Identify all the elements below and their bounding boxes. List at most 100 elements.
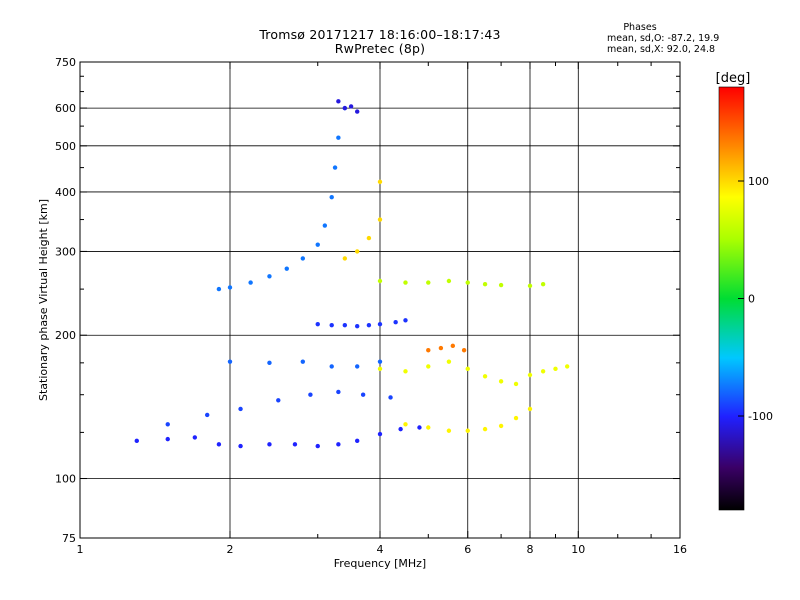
data-point xyxy=(527,372,533,378)
data-point xyxy=(540,282,546,287)
data-point xyxy=(342,322,348,328)
y-tick-label: 200 xyxy=(55,329,76,342)
colorbar-unit-label: [deg] xyxy=(716,71,751,86)
data-point xyxy=(165,422,170,427)
data-point xyxy=(366,235,372,241)
y-tick-label: 600 xyxy=(55,102,76,115)
data-point xyxy=(465,280,470,285)
data-point xyxy=(284,266,289,271)
data-point xyxy=(403,318,408,323)
y-axis-label: Stationary phase Virtual Height [km] xyxy=(37,199,50,401)
data-point xyxy=(248,280,253,285)
data-point xyxy=(446,428,452,433)
data-point xyxy=(308,392,313,397)
data-point xyxy=(498,379,504,384)
data-point xyxy=(498,282,504,288)
data-point xyxy=(292,442,298,447)
data-point xyxy=(513,415,519,421)
colorbar-tick-label: -100 xyxy=(748,410,773,423)
data-point xyxy=(377,359,383,364)
data-point xyxy=(238,406,243,412)
x-tick-label: 10 xyxy=(571,543,585,556)
data-point xyxy=(342,105,348,111)
colorbar-tick-label: 100 xyxy=(748,175,769,188)
data-point xyxy=(329,322,334,328)
y-axis: 75 100 200 300 400 500 600 750 xyxy=(55,56,680,545)
data-point xyxy=(300,359,306,364)
data-point xyxy=(377,366,383,372)
y-tick-label: 750 xyxy=(55,56,76,69)
x-tick-label: 6 xyxy=(464,543,471,556)
data-point xyxy=(366,322,372,328)
data-point xyxy=(238,443,243,449)
data-point xyxy=(540,369,546,374)
data-point xyxy=(403,369,408,374)
data-points xyxy=(134,99,570,449)
data-point xyxy=(446,278,452,284)
chart-subtitle: RwPretec (8p) xyxy=(334,41,426,56)
data-point xyxy=(134,438,139,444)
data-point xyxy=(446,359,452,364)
data-point xyxy=(216,442,222,447)
x-tick-label: 4 xyxy=(377,543,384,556)
data-point xyxy=(348,104,354,109)
data-point xyxy=(426,280,431,285)
data-point xyxy=(315,242,320,247)
data-point xyxy=(465,428,470,433)
data-point xyxy=(377,431,383,437)
data-point xyxy=(461,348,467,353)
y-tick-label: 100 xyxy=(55,473,76,486)
colorbar-ticks: 100 0 -100 xyxy=(738,175,773,423)
grid xyxy=(80,62,680,538)
data-point xyxy=(527,406,533,412)
y-tick-label: 75 xyxy=(62,532,76,545)
data-point xyxy=(336,442,341,447)
data-point xyxy=(417,425,422,430)
y-tick-label: 300 xyxy=(55,245,76,258)
data-point xyxy=(276,398,281,403)
data-point xyxy=(482,282,488,287)
data-point xyxy=(336,99,341,104)
data-point xyxy=(354,249,360,254)
data-point xyxy=(377,217,383,222)
colorbar: [deg] 100 0 -100 xyxy=(716,71,773,511)
data-point xyxy=(267,274,272,279)
data-point xyxy=(564,364,570,369)
data-point xyxy=(329,364,334,369)
data-point xyxy=(553,366,558,372)
data-point xyxy=(329,194,334,200)
data-point xyxy=(398,426,403,432)
data-point xyxy=(377,179,383,185)
stats-heading: Phases xyxy=(623,22,657,33)
data-point xyxy=(227,359,233,364)
data-point xyxy=(165,436,170,442)
data-point xyxy=(465,366,470,372)
data-point xyxy=(322,223,328,228)
colorbar-tick-label: 0 xyxy=(748,293,755,306)
data-point xyxy=(426,425,431,430)
data-point xyxy=(342,256,348,261)
data-point xyxy=(426,364,431,369)
data-point xyxy=(227,285,233,290)
data-point xyxy=(267,442,272,447)
data-point xyxy=(403,280,408,285)
x-tick-label: 16 xyxy=(673,543,687,556)
data-point xyxy=(482,426,488,432)
data-point xyxy=(300,256,306,261)
data-point xyxy=(354,364,360,369)
data-point xyxy=(267,360,272,366)
data-point xyxy=(377,321,383,327)
x-tick-label: 2 xyxy=(227,543,234,556)
data-point xyxy=(360,392,366,397)
x-tick-label: 8 xyxy=(527,543,534,556)
data-point xyxy=(332,165,338,170)
y-tick-label: 400 xyxy=(55,186,76,199)
data-point xyxy=(216,286,222,292)
data-point xyxy=(450,343,456,349)
data-point xyxy=(393,320,398,325)
data-point xyxy=(388,395,393,400)
data-point xyxy=(336,135,341,140)
y-tick-label: 500 xyxy=(55,140,76,153)
